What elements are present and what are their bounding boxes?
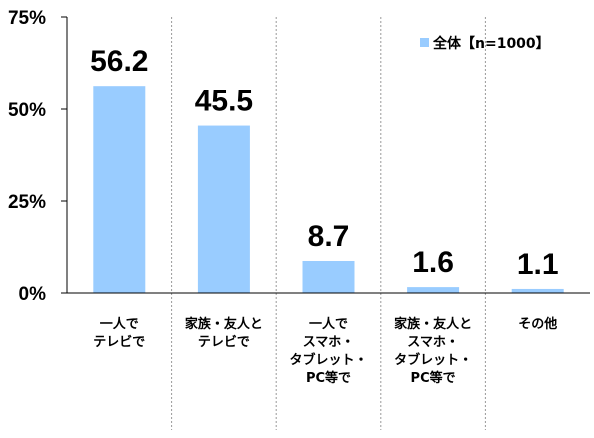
value-labels: 56.2 45.5 8.7 1.6 1.1 — [90, 45, 558, 281]
value-label: 45.5 — [195, 85, 253, 118]
legend-swatch — [420, 38, 429, 47]
y-tick-label: 75% — [8, 8, 46, 29]
category-label: 一人でスマホ・タブレット・ PC等で — [289, 316, 367, 386]
bar — [407, 287, 460, 293]
legend-label: 全体【n=1000】 — [432, 35, 550, 52]
y-tick-label: 25% — [8, 192, 46, 213]
category-separators — [171, 17, 486, 430]
value-label: 1.1 — [517, 248, 559, 281]
category-label: 家族・友人とスマホ・タブレット・ PC等で — [394, 316, 472, 386]
y-tick-label: 50% — [8, 100, 46, 121]
value-label: 8.7 — [308, 220, 350, 253]
y-axis: 0% 25% 50% 75% — [8, 8, 68, 305]
bar — [511, 288, 564, 293]
bar — [197, 125, 250, 293]
bar — [302, 260, 355, 293]
value-label: 56.2 — [90, 45, 148, 78]
category-label: 家族・友人とテレビで — [185, 316, 263, 350]
category-label: 一人でテレビで — [93, 316, 145, 350]
legend: 全体【n=1000】 — [420, 35, 550, 52]
value-label: 1.6 — [412, 246, 454, 279]
bars — [93, 86, 564, 294]
y-tick-label: 0% — [19, 284, 47, 305]
bar — [93, 86, 146, 294]
category-label: その他 — [518, 316, 557, 332]
